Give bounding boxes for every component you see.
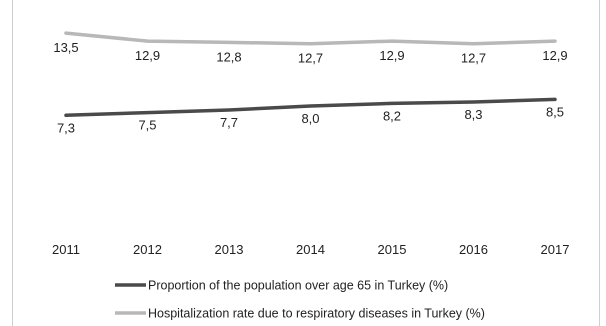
x-tick-label: 2013	[215, 242, 244, 257]
x-tick-label: 2011	[52, 242, 80, 257]
series-line-2	[64, 31, 557, 46]
x-tick-label: 2014	[296, 242, 325, 257]
legend-label: Hospitalization rate due to respiratory …	[148, 307, 485, 321]
x-tick-label: 2017	[541, 242, 570, 257]
data-label: 12,7	[298, 51, 323, 66]
chart-frame	[12, 0, 600, 326]
data-label: 8,2	[383, 108, 401, 123]
series-line-1	[64, 97, 557, 118]
data-label: 7,7	[220, 115, 238, 130]
data-label: 7,5	[138, 118, 156, 133]
data-label: 13,5	[53, 40, 78, 55]
data-label: 7,3	[57, 120, 75, 135]
data-label: 12,9	[135, 48, 160, 63]
legend-label: Proportion of the population over age 65…	[148, 279, 448, 293]
data-label: 8,3	[464, 107, 482, 122]
data-label: 12,8	[216, 49, 241, 64]
data-label: 8,5	[546, 104, 564, 119]
data-label: 12,9	[379, 48, 404, 63]
data-label: 8,0	[301, 111, 319, 126]
data-label: 12,7	[461, 51, 486, 66]
x-tick-label: 2015	[378, 242, 407, 257]
x-tick-label: 2016	[459, 242, 488, 257]
data-label: 12,9	[542, 48, 567, 63]
x-tick-label: 2012	[133, 242, 162, 257]
